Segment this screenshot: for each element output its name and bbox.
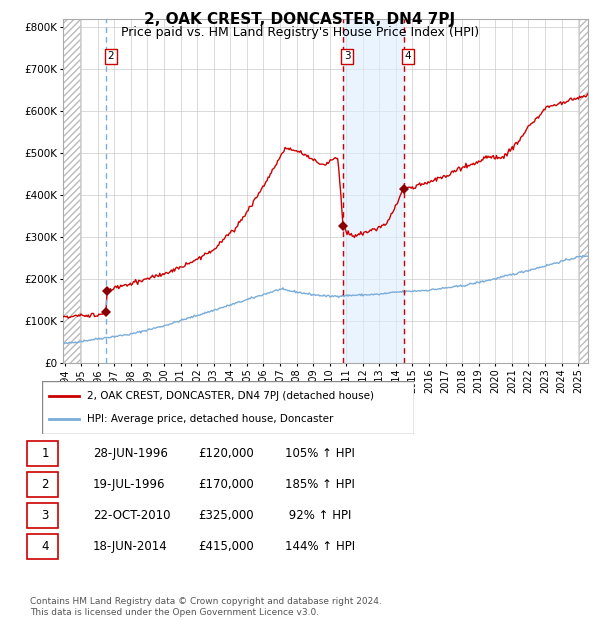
Text: £325,000: £325,000 [198, 510, 254, 522]
Text: 105% ↑ HPI: 105% ↑ HPI [285, 448, 355, 460]
Text: 144% ↑ HPI: 144% ↑ HPI [285, 541, 355, 553]
Text: 18-JUN-2014: 18-JUN-2014 [93, 541, 168, 553]
Text: 2: 2 [41, 479, 49, 491]
Text: 4: 4 [404, 51, 411, 61]
Text: 3: 3 [344, 51, 350, 61]
Text: 1: 1 [41, 448, 49, 460]
Bar [343, 19, 404, 363]
Text: £415,000: £415,000 [198, 541, 254, 553]
Text: HPI: Average price, detached house, Doncaster: HPI: Average price, detached house, Donc… [86, 414, 333, 424]
Text: Contains HM Land Registry data © Crown copyright and database right 2024.
This d: Contains HM Land Registry data © Crown c… [30, 598, 382, 617]
Text: 185% ↑ HPI: 185% ↑ HPI [285, 479, 355, 491]
Bar [63, 19, 80, 363]
Text: 19-JUL-1996: 19-JUL-1996 [93, 479, 166, 491]
Text: £120,000: £120,000 [198, 448, 254, 460]
Text: 2, OAK CREST, DONCASTER, DN4 7PJ (detached house): 2, OAK CREST, DONCASTER, DN4 7PJ (detach… [86, 391, 374, 401]
Text: 2: 2 [108, 51, 115, 61]
Text: 4: 4 [41, 541, 49, 553]
Text: 28-JUN-1996: 28-JUN-1996 [93, 448, 168, 460]
Text: Price paid vs. HM Land Registry's House Price Index (HPI): Price paid vs. HM Land Registry's House … [121, 26, 479, 39]
Bar [580, 19, 588, 363]
Text: 22-OCT-2010: 22-OCT-2010 [93, 510, 170, 522]
Text: £170,000: £170,000 [198, 479, 254, 491]
Text: 2, OAK CREST, DONCASTER, DN4 7PJ: 2, OAK CREST, DONCASTER, DN4 7PJ [145, 12, 455, 27]
Text: 92% ↑ HPI: 92% ↑ HPI [285, 510, 352, 522]
Text: 3: 3 [41, 510, 49, 522]
